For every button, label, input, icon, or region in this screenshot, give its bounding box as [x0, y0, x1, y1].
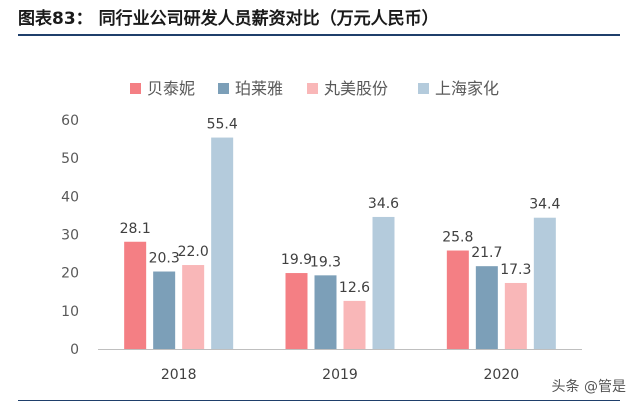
data-label-2020-1: 21.7 — [471, 245, 502, 261]
legend-label-2: 丸美股份 — [324, 79, 388, 98]
data-label-2018-1: 20.3 — [149, 251, 180, 267]
x-category-label-2: 2020 — [484, 367, 520, 383]
legend-label-3: 上海家化 — [435, 79, 499, 98]
data-label-2018-0: 28.1 — [120, 221, 151, 237]
bar-2020-2 — [504, 282, 527, 349]
bar-2018-0 — [124, 241, 147, 349]
data-label-2018-3: 55.4 — [207, 117, 238, 133]
watermark: 头条 @管是 — [551, 379, 626, 395]
legend-swatch-3 — [418, 83, 429, 94]
x-category-label-0: 2018 — [161, 367, 197, 383]
bar-2020-0 — [446, 250, 469, 349]
bar-2018-2 — [182, 265, 205, 349]
y-tick-label-5: 50 — [61, 151, 79, 167]
bar-2019-3 — [372, 216, 395, 349]
bar-2018-1 — [153, 271, 176, 349]
data-label-2019-1: 19.3 — [310, 254, 341, 270]
y-tick-label-4: 40 — [61, 189, 79, 205]
title-divider — [18, 34, 620, 36]
data-label-2019-3: 34.6 — [368, 196, 399, 212]
data-label-2019-0: 19.9 — [281, 252, 312, 268]
y-tick-label-1: 10 — [61, 304, 79, 320]
legend-label-0: 贝泰妮 — [147, 79, 195, 98]
y-tick-label-6: 60 — [61, 113, 79, 129]
y-tick-label-2: 20 — [61, 266, 79, 282]
bars: 28.1 20.322.0 55.4 19.919.3 12.6 34.6 25.821.7… — [120, 117, 561, 349]
legend-swatch-0 — [130, 83, 141, 94]
legend-label-1: 珀莱雅 — [235, 79, 283, 98]
legend: 贝泰妮 珀莱雅 丸美股份 上海家化 — [130, 79, 499, 98]
bottom-divider — [18, 400, 620, 401]
data-label-2019-2: 12.6 — [339, 280, 370, 296]
bar-2018-3 — [211, 137, 234, 349]
bar-2020-1 — [475, 266, 498, 349]
bar-2019-0 — [285, 273, 308, 349]
data-label-2020-0: 25.8 — [442, 230, 473, 246]
y-tick-label-0: 0 — [70, 342, 79, 358]
data-label-2020-3: 34.4 — [529, 197, 560, 213]
x-axis: 2018 2019 2020 — [98, 349, 582, 383]
x-category-label-1: 2019 — [322, 367, 358, 383]
legend-swatch-1 — [218, 83, 229, 94]
y-axis: 0 10 20 30 40 50 60 — [61, 113, 79, 358]
bar-2019-1 — [314, 275, 337, 349]
data-label-2018-2: 22.0 — [178, 244, 209, 260]
figure-title: 图表83： 同行业公司研发人员薪资对比（万元人民币） — [18, 9, 439, 29]
legend-swatch-2 — [307, 83, 318, 94]
bar-2020-3 — [533, 217, 556, 349]
y-tick-label-3: 30 — [61, 228, 79, 244]
bar-2019-2 — [343, 300, 366, 349]
data-label-2020-2: 17.3 — [500, 262, 531, 278]
